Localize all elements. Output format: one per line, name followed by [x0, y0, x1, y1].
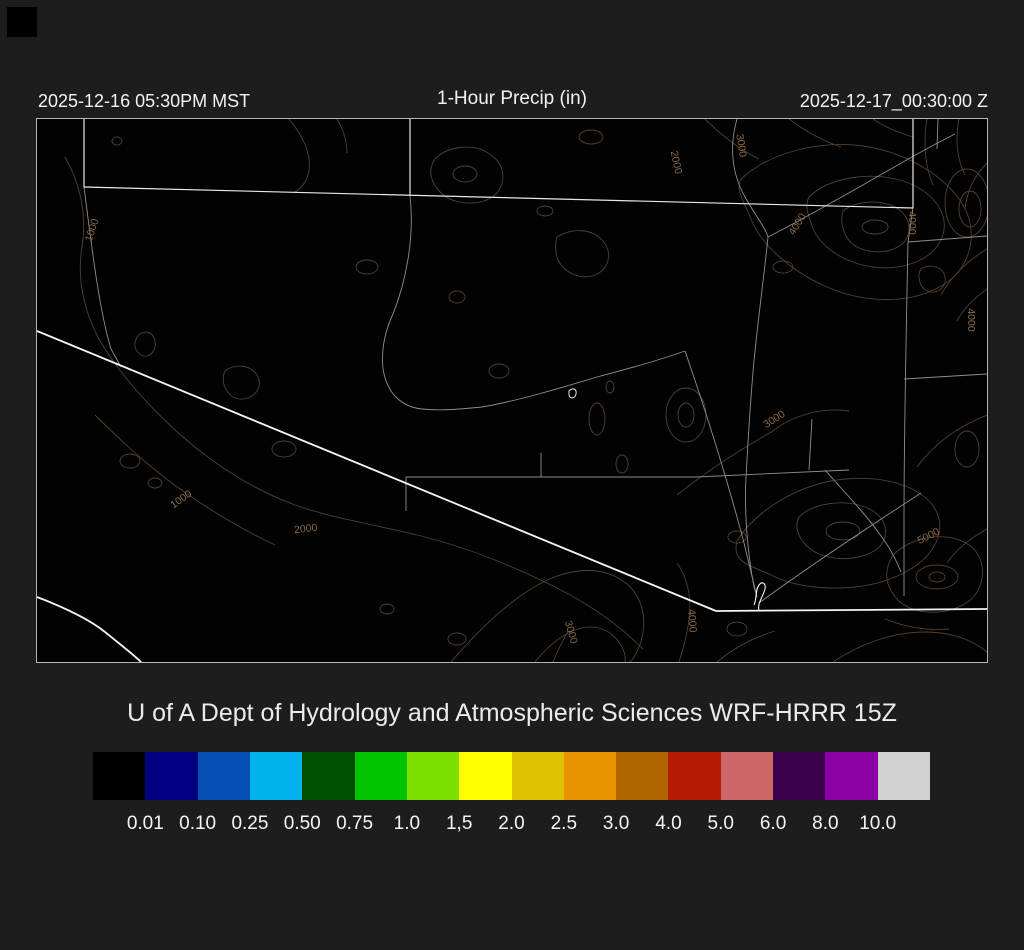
map-panel: 1000 1000 2000 2000 3000 4000 4000 4000 3000 5000…: [36, 118, 988, 663]
contour-elevation-labels: 1000 1000 2000 2000 3000 4000 4000 4000 3000 5000…: [83, 133, 977, 645]
forecast-map: 1000 1000 2000 2000 3000 4000 4000 4000 3000 5000…: [37, 119, 987, 662]
contour-elevation-label: 3000: [733, 133, 748, 158]
contour-elevation-label: 5000: [916, 526, 942, 547]
colorbar-swatch: [511, 752, 564, 800]
colorbar-tick-label: 0.01: [126, 813, 164, 834]
colorbar-tick-label: 2.0: [498, 813, 525, 834]
colorbar-swatch: [668, 752, 721, 800]
contour-elevation-label: 4000: [906, 211, 918, 235]
contour-elevation-label: 3000: [562, 619, 580, 645]
contour-elevation-label: 2000: [668, 150, 685, 175]
terrain-contour-lines: [64, 119, 987, 662]
colorbar-swatch: [459, 752, 512, 800]
colorbar-swatch: [877, 752, 930, 800]
colorbar-tick-label: 1.0: [393, 813, 421, 834]
colorbar-swatch: [406, 752, 460, 800]
contour-elevation-label: 2000: [293, 522, 318, 536]
colorbar-tick-label: 4.0: [655, 813, 682, 834]
state-border-lines: [83, 119, 914, 209]
colorbar-tick-label: 10.0: [859, 813, 897, 834]
precip-contour-mark: [568, 388, 577, 399]
international-border-lines: [37, 330, 987, 662]
colorbar-tick-label: 1,5: [445, 813, 473, 834]
colorbar-tick-label: 2.5: [550, 813, 578, 834]
colorbar-swatch: [249, 752, 303, 800]
colorbar-tick-label: 8.0: [812, 813, 839, 834]
colorbar-tick-label: 0.10: [179, 813, 217, 834]
contour-elevation-label: 4000: [685, 609, 699, 633]
contour-elevation-label: 4000: [786, 211, 809, 237]
colorbar-swatch: [354, 752, 407, 800]
colorbar-swatch: [563, 752, 617, 800]
colorbar-tick-labels: 0.01 0.10 0.25 0.50 0.75 1.0 1,5 2.0 2.5 3.0 4.0 5.…: [93, 813, 930, 837]
colorbar-tick-label: 0.75: [336, 813, 374, 834]
contour-elevation-label: 3000: [761, 408, 787, 431]
colorbar-tick-label: 0.50: [283, 813, 321, 834]
plot-title: 1-Hour Precip (in): [437, 88, 587, 109]
colorbar-swatch: [825, 752, 878, 800]
contour-elevation-label: 4000: [965, 308, 977, 332]
colorbar-swatch: [616, 752, 669, 800]
colorbar-tick-label: 6.0: [759, 813, 787, 834]
valid-time-utc: 2025-12-17_00:30:00 Z: [799, 91, 988, 111]
colorbar-swatch: [145, 752, 198, 800]
colorbar-tick-label: 5.0: [707, 813, 734, 834]
corner-artifact: [7, 7, 37, 37]
colorbar-tick-label: 0.25: [231, 813, 269, 834]
colorbar-swatch: [302, 752, 355, 800]
county-lines: [83, 119, 987, 604]
contour-elevation-label: 1000: [83, 217, 102, 243]
valid-time-local: 2025-12-16 05:30PM MST: [38, 91, 251, 111]
colorbar-swatch: [720, 752, 774, 800]
footer-title: U of A Dept of Hydrology and Atmospheric…: [127, 699, 897, 727]
contour-elevation-label: 1000: [168, 488, 194, 512]
colorbar-swatch: [773, 752, 826, 800]
colorbar-swatch: [93, 752, 146, 800]
colorbar-tick-label: 3.0: [602, 813, 630, 834]
colorbar-swatch: [197, 752, 250, 800]
precip-colorbar: [93, 752, 930, 800]
